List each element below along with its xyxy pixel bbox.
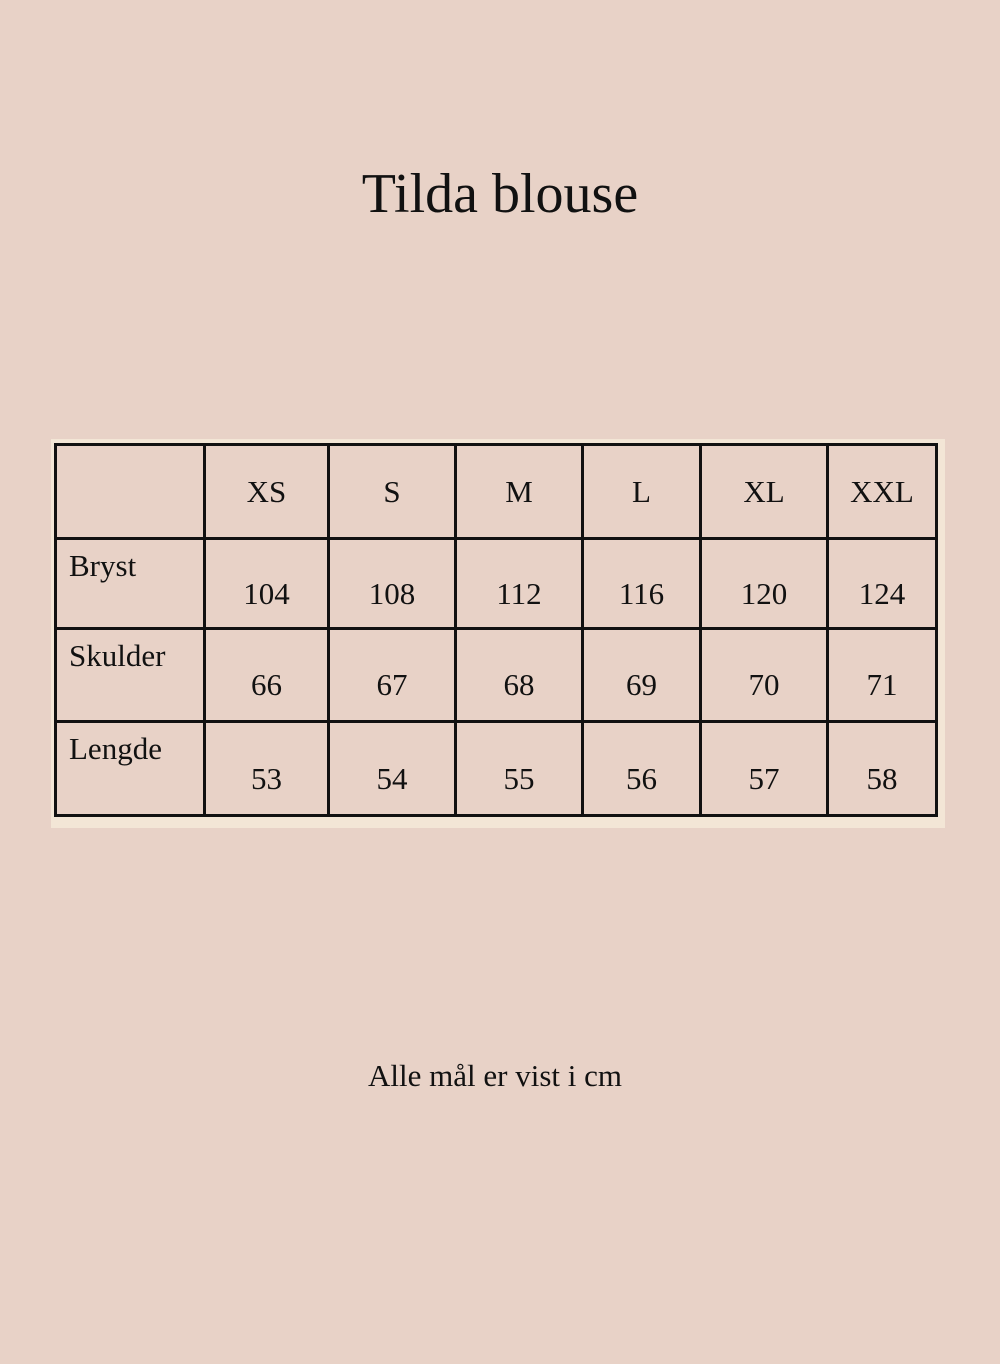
header-cell: XXL (826, 443, 938, 540)
table-cell: 56 (581, 720, 702, 817)
table-cell: 70 (699, 627, 829, 723)
table-cell: 67 (327, 627, 457, 723)
table-row: Lengde 53 54 55 56 57 58 (54, 720, 938, 817)
table-cell: 112 (454, 537, 584, 630)
table-cell: 68 (454, 627, 584, 723)
table-cell: 58 (826, 720, 938, 817)
table-row: Skulder 66 67 68 69 70 71 (54, 627, 938, 723)
table-cell: 55 (454, 720, 584, 817)
size-table: XS S M L XL XXL Bryst 104 108 112 116 12… (54, 443, 938, 817)
table-cell: 124 (826, 537, 938, 630)
header-cell: XS (203, 443, 330, 540)
row-label: Bryst (54, 537, 206, 630)
table-cell: 108 (327, 537, 457, 630)
table-cell: 69 (581, 627, 702, 723)
table-cell: 57 (699, 720, 829, 817)
table-cell: 104 (203, 537, 330, 630)
table-cell: 54 (327, 720, 457, 817)
header-cell: M (454, 443, 584, 540)
header-cell (54, 443, 206, 540)
page-title: Tilda blouse (361, 163, 639, 225)
header-cell: S (327, 443, 457, 540)
table-cell: 71 (826, 627, 938, 723)
table-cell: 53 (203, 720, 330, 817)
units-note: Alle mål er vist i cm (368, 1058, 622, 1093)
table-cell: 66 (203, 627, 330, 723)
row-label: Skulder (54, 627, 206, 723)
header-cell: XL (699, 443, 829, 540)
table-cell: 116 (581, 537, 702, 630)
table-row: Bryst 104 108 112 116 120 124 (54, 537, 938, 630)
row-label: Lengde (54, 720, 206, 817)
header-row: XS S M L XL XXL (54, 443, 938, 540)
header-cell: L (581, 443, 702, 540)
table-cell: 120 (699, 537, 829, 630)
